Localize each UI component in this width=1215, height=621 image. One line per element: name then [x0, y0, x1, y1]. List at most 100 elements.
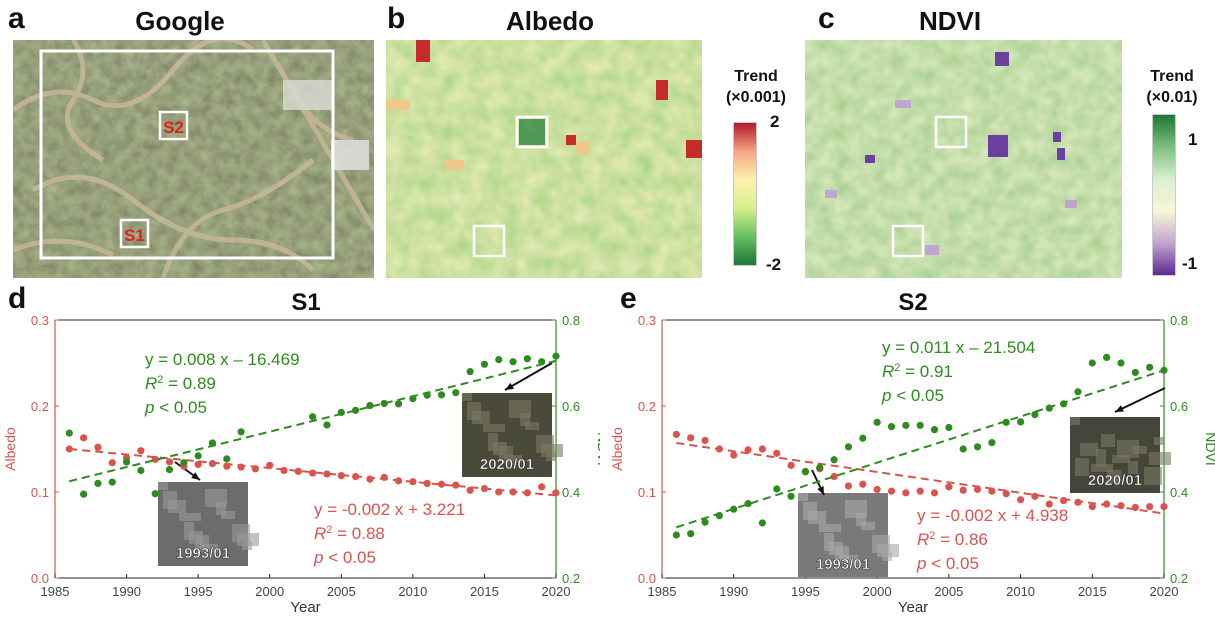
ndvi-point [1045, 404, 1053, 412]
inset-photo-texture [493, 442, 507, 455]
albedo-point [859, 480, 867, 488]
albedo-trend-line [676, 441, 1165, 515]
ndvi-trend-map [805, 40, 1122, 278]
panel-letter-d: d [8, 282, 27, 315]
inset-photo-texture [808, 511, 826, 524]
inset-photo-texture [819, 524, 841, 532]
x-tick-label: 2020 [542, 584, 571, 599]
satellite-image-map: S2 S1 [13, 40, 374, 278]
ndvi-point [988, 438, 996, 447]
ndvi-point [1117, 359, 1125, 367]
albedo-point [251, 465, 259, 473]
inset-photo-texture [242, 542, 252, 550]
ndvi-point [672, 531, 680, 539]
albedo-point [730, 451, 738, 459]
chart-title: S1 [291, 289, 320, 316]
albedo-point [80, 434, 88, 442]
inset-photo-texture [189, 531, 203, 544]
albedo-colorbar [733, 122, 757, 266]
albedo-point [1016, 496, 1025, 504]
left-tick-label: 0.0 [31, 571, 49, 586]
panel-letter-b: b [387, 2, 406, 35]
inset-arrow-line [504, 362, 553, 391]
inset-photo-texture [840, 555, 858, 563]
site-s2-label: S2 [163, 118, 184, 137]
ndvi-point [366, 401, 374, 410]
ndvi-point [1131, 368, 1139, 377]
albedo-point [887, 487, 896, 495]
right-tick-label: 0.4 [562, 485, 580, 500]
chart-title: S2 [898, 289, 927, 316]
left-tick-label: 0.2 [31, 399, 49, 414]
inset-photo-texture [1107, 470, 1121, 483]
albedo-colorbar-max: 2 [770, 112, 780, 131]
ndvi-point [1074, 388, 1082, 396]
ndvi-point [122, 458, 131, 466]
inset-photo-texture [1144, 467, 1162, 485]
ndvi-point [509, 358, 517, 366]
albedo-point [1160, 503, 1168, 511]
ndvi-point [844, 443, 853, 451]
albedo-point [873, 485, 881, 494]
albedo-point [323, 470, 331, 478]
albedo-colorbar-title-line1: Trend [734, 68, 778, 85]
ndvi-point [773, 485, 781, 493]
inset-photo-texture [856, 513, 866, 526]
ndvi-colorbar-min: -1 [1182, 254, 1198, 273]
albedo-point [151, 455, 159, 463]
ndvi-point [237, 428, 245, 436]
site-s1-box [119, 218, 150, 249]
ndvi-point [151, 490, 159, 498]
inset-photo-late: 2020/01 [462, 393, 563, 477]
ndvi-point [973, 443, 982, 451]
x-axis-title: Year [290, 599, 320, 616]
ndvi-colorbar-title-line2: (×0.01) [1146, 89, 1198, 106]
inset-photo-texture [882, 553, 892, 561]
ndvi-point [337, 408, 345, 417]
albedo-point [165, 458, 174, 466]
ndvi-colorbar-title: Trend (×0.01) [1132, 66, 1212, 108]
right-tick-label: 0.8 [1170, 313, 1188, 328]
right-tick-label: 0.2 [1170, 571, 1188, 586]
ndvi-point [1002, 418, 1010, 426]
x-tick-label: 2010 [1006, 584, 1035, 599]
ndvi-point [409, 395, 417, 403]
left-tick-label: 0.1 [638, 485, 656, 500]
inset-date-label: 1993/01 [176, 545, 230, 562]
ndvi-trend-line [69, 359, 557, 483]
panel-letter-e: e [620, 282, 637, 315]
ndvi-p-value: p < 0.05 [144, 398, 207, 417]
albedo-point [294, 467, 302, 475]
albedo-point [744, 446, 752, 454]
albedo-point [194, 460, 202, 469]
inset-photo-texture [1154, 437, 1164, 445]
x-tick-label: 2005 [327, 584, 356, 599]
left-tick-label: 0.2 [638, 399, 656, 414]
x-tick-label: 2015 [1078, 584, 1107, 599]
ndvi-r2: R2 = 0.91 [882, 362, 953, 381]
albedo-trend-line [69, 448, 557, 497]
albedo-point [687, 434, 695, 442]
inset-photo-texture [546, 453, 556, 461]
x-tick-label: 1990 [719, 584, 748, 599]
ndvi-point [323, 421, 331, 429]
x-tick-label: 1995 [791, 584, 820, 599]
left-tick-label: 0.3 [31, 313, 49, 328]
x-tick-label: 2000 [255, 584, 284, 599]
albedo-point [715, 445, 723, 453]
inset-photo-texture [1128, 461, 1138, 474]
ndvi-point [180, 459, 188, 467]
albedo-point [237, 463, 245, 471]
albedo-point [509, 488, 517, 496]
panel-letter-a: a [8, 2, 25, 35]
inset-photo-texture [861, 522, 875, 530]
ndvi-equation: y = 0.008 x – 16.469 [145, 350, 300, 369]
right-axis-title: NDVI [1203, 432, 1215, 465]
right-tick-label: 0.8 [562, 313, 580, 328]
albedo-equation: y = -0.002 x + 3.221 [314, 500, 465, 519]
albedo-point [94, 443, 102, 451]
albedo-point [366, 475, 374, 483]
albedo-point [945, 483, 953, 491]
ndvi-point [758, 519, 766, 527]
map-title-albedo: Albedo [505, 6, 595, 36]
